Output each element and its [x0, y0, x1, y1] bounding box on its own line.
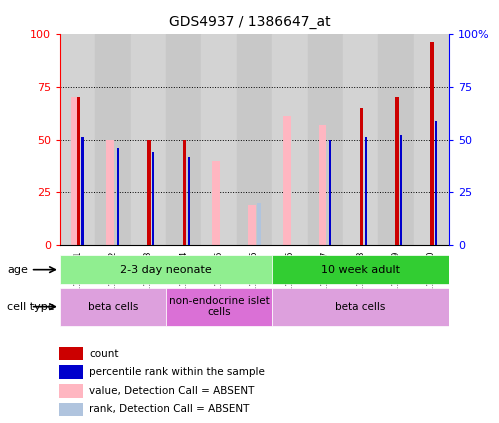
Bar	[400, 135, 402, 245]
Bar	[360, 108, 363, 245]
Bar	[152, 152, 154, 245]
FancyBboxPatch shape	[166, 288, 272, 326]
Bar	[395, 97, 399, 245]
Bar	[237, 34, 272, 245]
Text: 10 week adult: 10 week adult	[321, 265, 400, 275]
Bar	[202, 34, 237, 245]
Text: cell type: cell type	[7, 302, 55, 312]
Bar	[81, 137, 84, 245]
Text: value, Detection Call = ABSENT: value, Detection Call = ABSENT	[89, 386, 255, 396]
Text: count: count	[89, 349, 119, 359]
Text: percentile rank within the sample: percentile rank within the sample	[89, 367, 265, 377]
Bar	[343, 34, 378, 245]
Bar	[307, 34, 343, 245]
Bar	[76, 97, 80, 245]
Bar	[106, 140, 114, 245]
Bar	[213, 161, 220, 245]
Text: 2-3 day neonate: 2-3 day neonate	[120, 265, 212, 275]
Bar	[318, 125, 326, 245]
Bar	[257, 203, 260, 245]
Bar	[283, 116, 291, 245]
Bar	[378, 34, 414, 245]
FancyBboxPatch shape	[60, 288, 166, 326]
Bar	[60, 34, 95, 245]
Bar	[188, 157, 190, 245]
Bar	[166, 34, 202, 245]
Bar	[248, 205, 255, 245]
Bar	[59, 365, 83, 379]
FancyBboxPatch shape	[60, 255, 272, 284]
Bar	[414, 34, 449, 245]
Text: rank, Detection Call = ABSENT: rank, Detection Call = ABSENT	[89, 404, 250, 415]
Bar	[147, 140, 151, 245]
Text: beta cells: beta cells	[335, 302, 386, 312]
Bar	[131, 34, 166, 245]
Bar	[59, 384, 83, 398]
Text: beta cells: beta cells	[88, 302, 138, 312]
Bar	[329, 140, 331, 245]
Bar	[95, 34, 131, 245]
Bar	[59, 347, 83, 360]
Text: age: age	[7, 265, 28, 275]
Bar	[435, 121, 438, 245]
FancyBboxPatch shape	[272, 288, 449, 326]
Bar	[272, 34, 307, 245]
FancyBboxPatch shape	[272, 255, 449, 284]
Bar	[183, 140, 186, 245]
Bar	[71, 97, 79, 245]
Text: non-endocrine islet
cells: non-endocrine islet cells	[169, 296, 269, 318]
Bar	[365, 137, 367, 245]
Text: GDS4937 / 1386647_at: GDS4937 / 1386647_at	[169, 15, 330, 29]
Bar	[59, 403, 83, 416]
Bar	[430, 42, 434, 245]
Bar	[117, 148, 119, 245]
